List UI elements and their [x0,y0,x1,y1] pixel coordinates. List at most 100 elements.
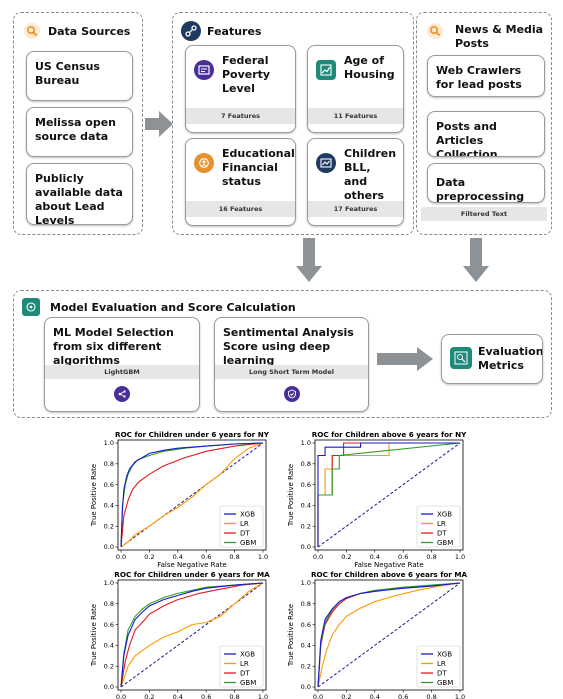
y-tick-label: 0.4 [104,502,114,510]
feature-card-poverty: Federal Poverty Level 7 Features [185,45,296,133]
sentiment-card: Sentimental Analysis Score using deep le… [214,317,369,412]
y-tick-label: 1.0 [301,579,311,587]
x-tick-label: 1.0 [258,553,268,561]
news-label: Data preprocessing [436,176,525,203]
legend-label: DT [437,669,447,677]
x-axis-label: False Negative Rate [157,561,227,569]
legend-label: XGB [437,510,452,518]
arrow-down-1 [296,238,322,282]
news-card-crawlers: Web Crawlers for lead posts [427,55,545,97]
y-tick-label: 0.6 [104,481,114,489]
features-panel: Features Federal Poverty Level 7 Feature… [172,12,414,235]
arrow-right-1 [145,111,173,137]
legend-box [219,505,264,548]
y-tick-label: 0.2 [104,662,114,670]
y-tick-label: 1.0 [104,439,114,447]
x-tick-label: 0.0 [313,553,323,561]
features-title: Features [207,25,262,38]
filtered-text-bar: Filtered Text [421,207,547,221]
y-tick-label: 0.6 [104,621,114,629]
legend-label: DT [240,529,250,537]
x-tick-label: 0.4 [370,553,380,561]
y-tick-label: 0.0 [104,543,114,551]
legend-label: GBM [437,539,453,547]
evaluation-title: Model Evaluation and Score Calculation [50,301,296,314]
feature-count: 17 Features [308,201,403,217]
feature-label: Federal Poverty Level [222,54,271,95]
legend-box [219,645,264,688]
y-tick-label: 0.2 [301,522,311,530]
source-label: US Census Bureau [35,60,100,87]
series-line-lr [120,582,264,688]
x-tick-label: 1.0 [455,693,465,699]
shield-icon [284,386,300,402]
y-tick-label: 0.6 [301,621,311,629]
link-icon [181,21,201,41]
series-line-xgb [120,582,264,688]
x-tick-label: 0.6 [398,553,408,561]
news-panel: News & Media Posts Web Crawlers for lead… [416,12,552,235]
y-axis-label: True Positive Rate [287,604,295,667]
series-line-xgb [317,582,461,688]
source-card-lead: Publicly available data about Lead Level… [26,163,133,225]
legend-label: XGB [437,650,452,658]
chance-line [120,442,264,548]
bll-icon [316,153,336,173]
roc-charts: ROC for Children under 6 years for NY 0.0… [90,430,467,699]
poverty-icon [194,60,214,80]
metrics-icon [450,347,472,369]
x-tick-label: 0.6 [398,693,408,699]
feature-count: 16 Features [186,201,295,217]
arrow-down-2 [463,238,489,282]
brain-icon [22,298,40,316]
y-tick-label: 1.0 [104,579,114,587]
sentiment-label: Sentimental Analysis Score using deep le… [223,326,354,367]
x-tick-label: 0.2 [144,553,154,561]
x-axis-label: False Negative Rate [354,561,424,569]
x-tick-label: 0.4 [370,693,380,699]
x-tick-label: 0.4 [173,693,183,699]
legend-label: LR [437,660,446,668]
legend-label: XGB [240,650,255,658]
x-tick-label: 0.2 [341,693,351,699]
feature-card-housing: Age of Housing 11 Features [307,45,404,133]
y-axis-label: True Positive Rate [287,464,295,527]
y-axis-label: True Positive Rate [90,464,98,527]
x-tick-label: 0.8 [426,693,436,699]
y-tick-label: 0.6 [301,481,311,489]
y-tick-label: 0.0 [301,683,311,691]
arrow-right-2 [377,347,433,371]
x-tick-label: 0.0 [116,693,126,699]
chart-title: ROC for Children above 6 years for NY [312,430,467,439]
ml-model-card: ML Model Selection from six different al… [44,317,200,412]
legend-label: XGB [240,510,255,518]
x-tick-label: 1.0 [258,693,268,699]
x-tick-label: 0.8 [426,553,436,561]
housing-icon [316,60,336,80]
metrics-label: Evaluation Metrics [478,345,543,372]
news-card-posts: Posts and Articles Collection [427,111,545,157]
news-title: News & Media Posts [455,23,544,50]
x-tick-label: 0.0 [116,553,126,561]
x-tick-label: 0.6 [201,553,211,561]
y-tick-label: 0.4 [104,642,114,650]
series-line-dt [120,442,264,548]
y-axis-label: True Positive Rate [90,604,98,667]
model-icon [114,386,130,402]
series-line-lr [317,582,461,688]
y-tick-label: 0.8 [104,460,114,468]
x-tick-label: 0.4 [173,553,183,561]
legend-label: LR [437,520,446,528]
legend-label: GBM [240,679,256,687]
legend-label: GBM [437,679,453,687]
chart-title: ROC for Children under 6 years for NY [115,430,270,439]
legend-label: GBM [240,539,256,547]
data-sources-title: Data Sources [48,25,131,38]
y-tick-label: 1.0 [301,439,311,447]
y-tick-label: 0.8 [104,600,114,608]
feature-card-education: Educational, Financial status 16 Feature… [185,138,296,226]
feature-count: 11 Features [308,108,403,124]
evaluation-panel: Model Evaluation and Score Calculation M… [13,290,552,418]
legend-label: DT [437,529,447,537]
magnifier-icon [24,23,40,39]
